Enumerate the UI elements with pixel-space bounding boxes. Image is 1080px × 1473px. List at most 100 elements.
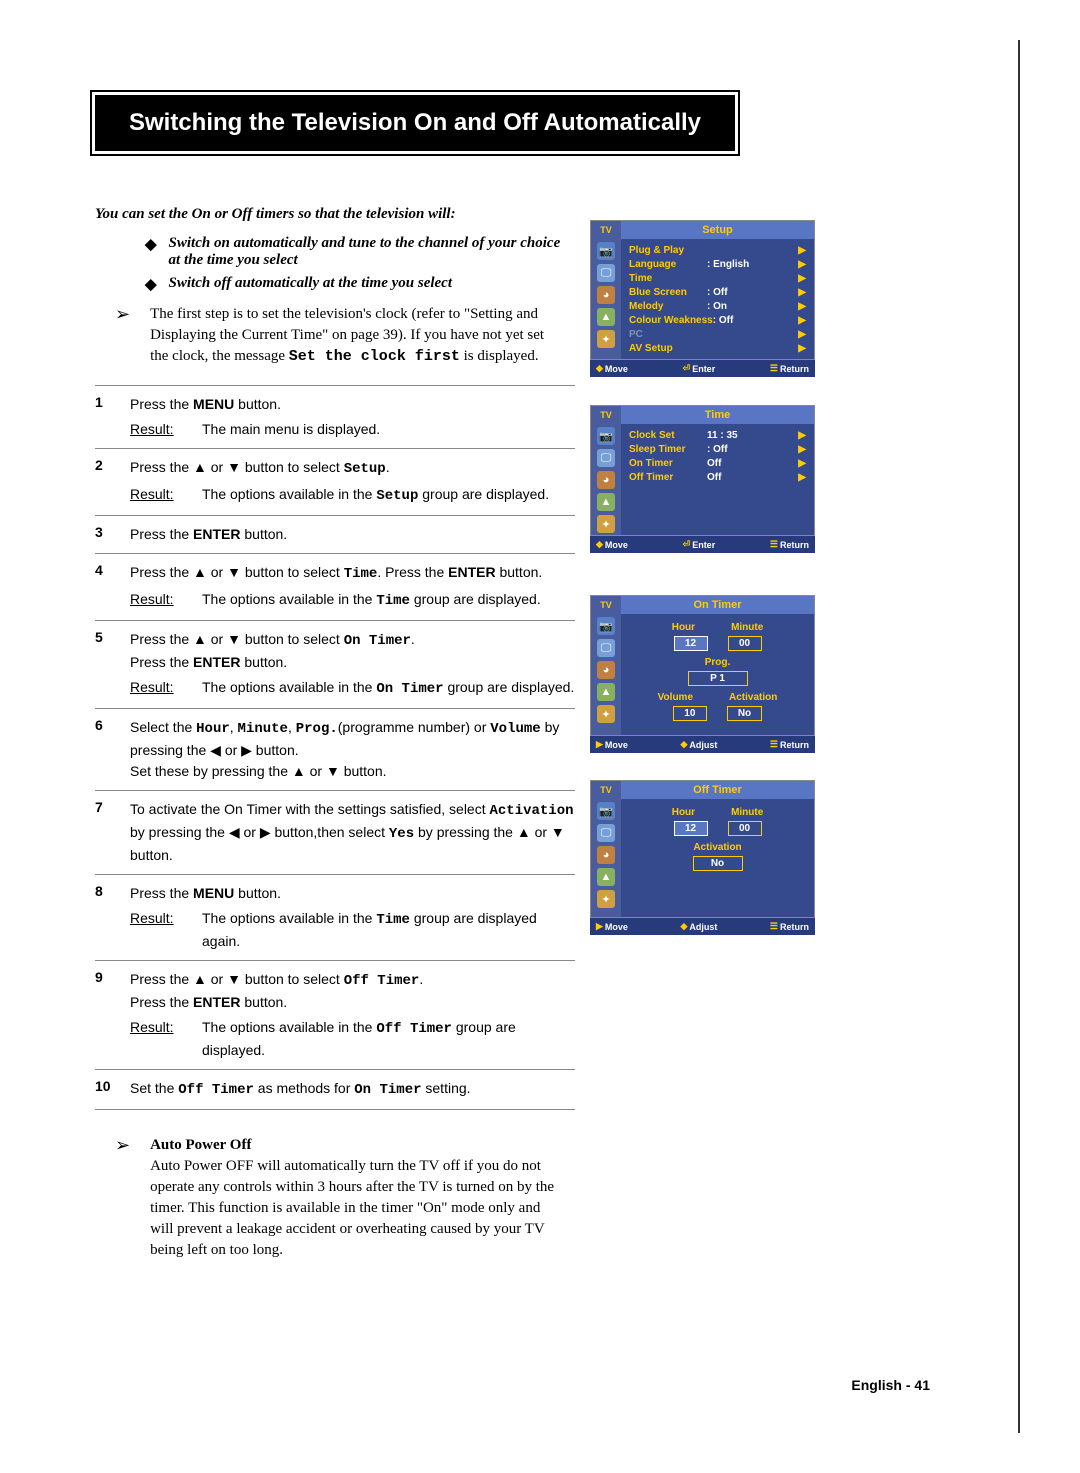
step-row: 1Press the MENU button.Result:The main m…	[95, 385, 575, 448]
page-footer: English - 41	[851, 1377, 930, 1393]
intro-text: You can set the On or Off timers so that…	[95, 206, 565, 223]
bullet-item: ◆ Switch on automatically and tune to th…	[145, 235, 565, 269]
diamond-icon: ◆	[145, 275, 157, 294]
result-label: Result:	[130, 419, 182, 440]
osd-setup-rows: Plug & Play▶Language: English▶Time▶Blue …	[621, 239, 814, 359]
osd-menu-row: PC▶	[629, 327, 806, 341]
osd-sound-icon: ◕	[597, 471, 615, 489]
step-body: Select the Hour, Minute, Prog.(programme…	[130, 717, 575, 782]
osd-title: On Timer	[621, 596, 814, 614]
bullet-text: Switch on automatically and tune to the …	[169, 235, 565, 269]
osd-on-timer-menu: TV 📷 🖵 ◕ ▲ ✦ On Timer HourMinute 12 00 P…	[590, 595, 815, 753]
osd-input-icon: 📷	[597, 802, 615, 820]
step-number: 4	[95, 562, 130, 612]
prog-value: P 1	[688, 671, 748, 686]
osd-menu-row: On TimerOff▶	[629, 456, 806, 470]
osd-picture-icon: 🖵	[597, 264, 615, 282]
volume-value: 10	[673, 706, 707, 721]
osd-input-icon: 📷	[597, 242, 615, 260]
osd-title: Off Timer	[621, 781, 814, 799]
bullet-item: ◆ Switch off automatically at the time y…	[145, 275, 565, 294]
osd-input-icon: 📷	[597, 617, 615, 635]
hour-value: 12	[674, 821, 708, 836]
osd-sidebar: TV 📷 🖵 ◕ ▲ ✦	[591, 596, 621, 735]
step-body: Press the ENTER button.	[130, 524, 575, 545]
osd-picture-icon: 🖵	[597, 639, 615, 657]
auto-off-body: Auto Power Off Auto Power OFF will autom…	[150, 1135, 565, 1261]
osd-footer: ▶Move ◆Adjust ☰Return	[590, 736, 815, 753]
step-body: Press the ▲ or ▼ button to select Off Ti…	[130, 969, 575, 1061]
osd-footer: ◆Move ⏎Enter ☰Return	[590, 360, 815, 377]
bullet-text: Switch off automatically at the time you…	[169, 275, 452, 294]
step-number: 9	[95, 969, 130, 1061]
step-number: 8	[95, 883, 130, 952]
osd-input-icon: 📷	[597, 427, 615, 445]
osd-channel-icon: ▲	[597, 493, 615, 511]
step-number: 1	[95, 394, 130, 440]
result-text: The options available in the Setup group…	[202, 484, 549, 507]
note-arrow-icon: ➢	[115, 1135, 130, 1261]
step-number: 6	[95, 717, 130, 782]
osd-menu-row: Blue Screen: Off▶	[629, 285, 806, 299]
note-text: The first step is to set the television'…	[150, 304, 565, 367]
osd-sidebar: TV 📷 🖵 ◕ ▲ ✦	[591, 781, 621, 917]
minute-value: 00	[728, 636, 762, 651]
osd-menu-row: Language: English▶	[629, 257, 806, 271]
result-text: The options available in the Time group …	[202, 589, 541, 612]
osd-menu-row: AV Setup▶	[629, 341, 806, 355]
step-body: Press the MENU button.Result:The main me…	[130, 394, 575, 440]
diamond-icon: ◆	[145, 235, 157, 269]
osd-title: Setup	[621, 221, 814, 239]
step-row: 10Set the Off Timer as methods for On Ti…	[95, 1069, 575, 1109]
step-row: 5Press the ▲ or ▼ button to select On Ti…	[95, 620, 575, 708]
step-body: Press the ▲ or ▼ button to select On Tim…	[130, 629, 575, 700]
step-row: 9Press the ▲ or ▼ button to select Off T…	[95, 960, 575, 1069]
minute-value: 00	[728, 821, 762, 836]
result-text: The main menu is displayed.	[202, 419, 380, 440]
step-number: 3	[95, 524, 130, 545]
osd-setup-icon: ✦	[597, 890, 615, 908]
osd-menu-row: Melody: On▶	[629, 299, 806, 313]
steps-table: 1Press the MENU button.Result:The main m…	[95, 385, 575, 1110]
osd-sidebar: TV 📷 🖵 ◕ ▲ ✦	[591, 406, 621, 535]
step-number: 7	[95, 799, 130, 866]
step-number: 10	[95, 1078, 130, 1101]
auto-power-off-section: ➢ Auto Power Off Auto Power OFF will aut…	[115, 1135, 565, 1261]
step-body: Press the MENU button.Result:The options…	[130, 883, 575, 952]
auto-off-text: Auto Power OFF will automatically turn t…	[150, 1158, 554, 1258]
osd-footer: ▶Move ◆Adjust ☰Return	[590, 918, 815, 935]
note-arrow-icon: ➢	[115, 304, 130, 367]
result-text: The options available in the Time group …	[202, 908, 575, 952]
osd-menu-row: Colour Weakness: Off▶	[629, 313, 806, 327]
clock-note: ➢ The first step is to set the televisio…	[115, 304, 565, 367]
step-row: 3Press the ENTER button.	[95, 515, 575, 553]
osd-channel-icon: ▲	[597, 683, 615, 701]
osd-setup-menu: TV 📷 🖵 ◕ ▲ ✦ Setup Plug & Play▶Language:…	[590, 220, 815, 377]
result-label: Result:	[130, 1017, 182, 1061]
step-number: 5	[95, 629, 130, 700]
osd-sound-icon: ◕	[597, 661, 615, 679]
result-text: The options available in the On Timer gr…	[202, 677, 574, 700]
step-body: Press the ▲ or ▼ button to select Time. …	[130, 562, 575, 612]
result-label: Result:	[130, 484, 182, 507]
result-label: Result:	[130, 908, 182, 952]
osd-sound-icon: ◕	[597, 286, 615, 304]
activation-value: No	[693, 856, 743, 871]
intro-bullets: ◆ Switch on automatically and tune to th…	[145, 235, 565, 294]
osd-sidebar: TV 📷 🖵 ◕ ▲ ✦	[591, 221, 621, 359]
activation-value: No	[727, 706, 762, 721]
osd-menu-row: Sleep Timer: Off▶	[629, 442, 806, 456]
osd-setup-icon: ✦	[597, 330, 615, 348]
step-row: 7To activate the On Timer with the setti…	[95, 790, 575, 874]
osd-setup-icon: ✦	[597, 705, 615, 723]
auto-off-title: Auto Power Off	[150, 1137, 251, 1153]
osd-title: Time	[621, 406, 814, 424]
result-label: Result:	[130, 677, 182, 700]
step-row: 6Select the Hour, Minute, Prog.(programm…	[95, 708, 575, 790]
osd-channel-icon: ▲	[597, 868, 615, 886]
osd-picture-icon: 🖵	[597, 824, 615, 842]
page-title: Switching the Television On and Off Auto…	[95, 95, 735, 151]
osd-setup-icon: ✦	[597, 515, 615, 533]
step-number: 2	[95, 457, 130, 507]
osd-channel-icon: ▲	[597, 308, 615, 326]
